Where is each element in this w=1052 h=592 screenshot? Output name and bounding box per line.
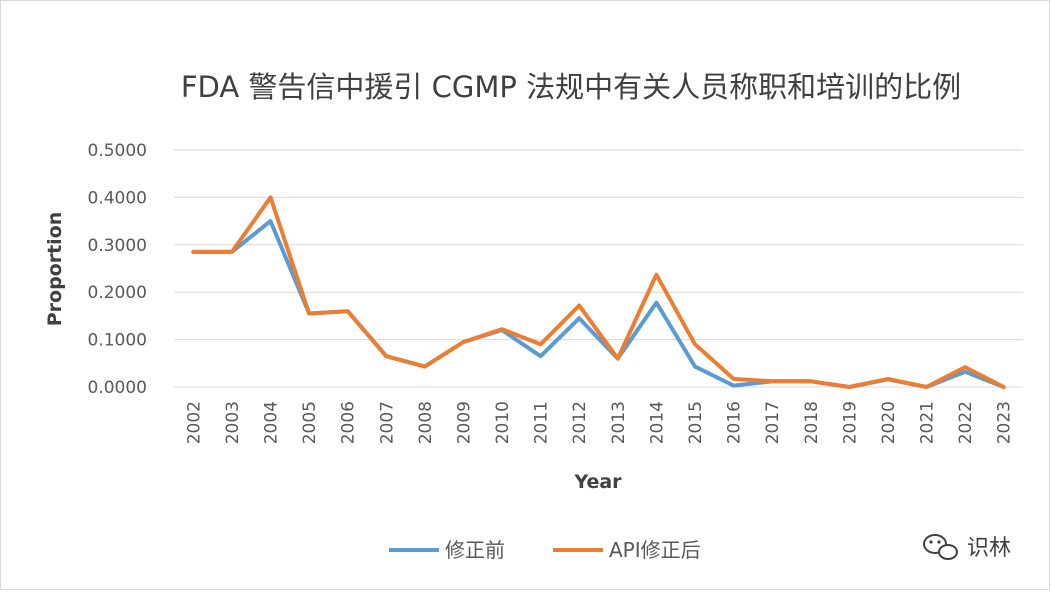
x-tick-label: 2019 <box>840 401 860 444</box>
y-tick-label: 0.3000 <box>88 236 147 256</box>
y-tick-label: 0.4000 <box>88 188 147 208</box>
legend-label-0: 修正前 <box>445 538 505 562</box>
x-tick-label: 2009 <box>454 401 474 444</box>
x-tick-label: 2022 <box>956 401 976 444</box>
x-tick-label: 2005 <box>300 401 320 444</box>
x-tick-label: 2017 <box>763 401 783 444</box>
watermark: 识林 <box>923 534 1011 561</box>
legend: 修正前 API修正后 <box>389 538 701 562</box>
x-tick-label: 2007 <box>377 401 397 444</box>
x-tick-label: 2018 <box>802 401 822 444</box>
series-line-0 <box>191 219 1006 389</box>
y-tick-label: 0.2000 <box>88 283 147 303</box>
x-tick-label: 2011 <box>532 401 552 444</box>
legend-label-1: API修正后 <box>609 538 701 562</box>
x-tick-label: 2010 <box>493 401 513 444</box>
x-tick-label: 2006 <box>339 401 359 444</box>
x-tick-label: 2016 <box>725 401 745 444</box>
x-tick-label: 2020 <box>879 401 899 444</box>
watermark-text: 识林 <box>967 536 1011 561</box>
x-tick-label: 2023 <box>995 401 1015 444</box>
wechat-icon <box>923 534 958 560</box>
x-axis-title: Year <box>573 471 622 493</box>
gridlines <box>174 149 1023 388</box>
x-tick-label: 2021 <box>918 401 938 444</box>
y-tick-label: 0.0000 <box>88 378 147 398</box>
series-lines <box>191 195 1006 389</box>
x-tick-label: 2008 <box>416 401 436 444</box>
y-tick-label: 0.1000 <box>88 331 147 351</box>
x-tick-label: 2015 <box>686 401 706 444</box>
y-tick-label: 0.5000 <box>88 141 147 161</box>
x-tick-label: 2004 <box>261 401 281 444</box>
x-tick-label: 2013 <box>609 401 629 444</box>
series-line-1 <box>191 195 1006 389</box>
x-tick-label: 2012 <box>570 401 590 444</box>
x-tick-label: 2003 <box>223 401 243 444</box>
y-axis-ticks: 0.0000 0.1000 0.2000 0.3000 0.4000 0.5000 <box>88 141 147 398</box>
x-axis-ticks: 2002 2003 2004 2005 2006 2007 2008 2009 2010 2011… <box>184 401 1014 444</box>
x-tick-label: 2014 <box>647 401 667 444</box>
x-tick-label: 2002 <box>184 401 204 444</box>
y-axis-title: Proportion <box>44 212 66 327</box>
chart-title: FDA 警告信中援引 CGMP 法规中有关人员称职和培训的比例 <box>181 70 961 104</box>
